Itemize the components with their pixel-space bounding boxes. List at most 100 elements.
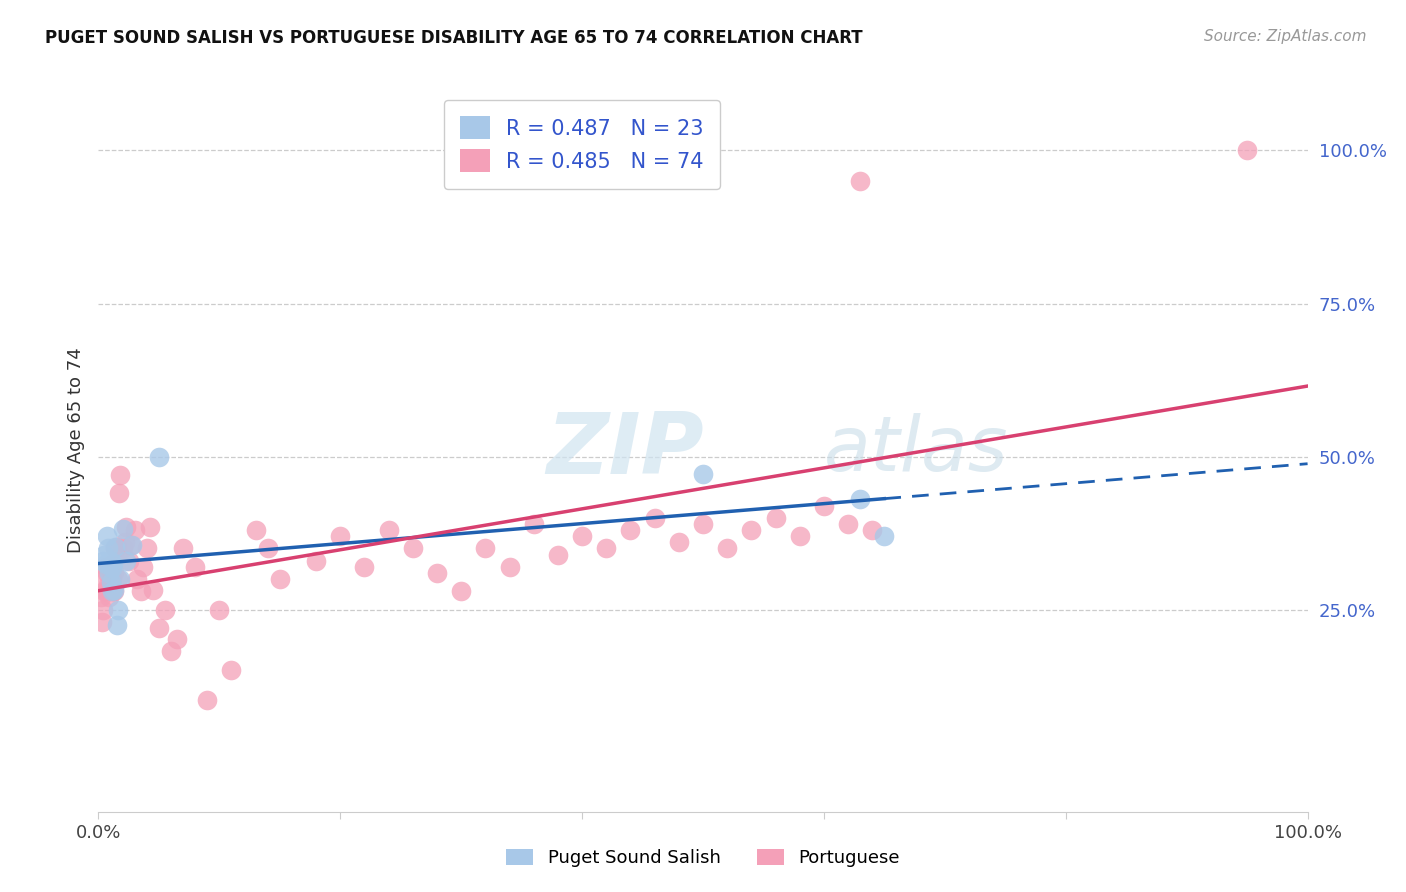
Point xyxy=(644,511,666,525)
Point xyxy=(103,565,125,579)
Point xyxy=(94,584,117,599)
Point xyxy=(118,554,141,568)
Point xyxy=(740,523,762,537)
Point xyxy=(96,529,118,543)
Point xyxy=(132,559,155,574)
Point xyxy=(93,584,115,599)
Point xyxy=(692,467,714,481)
Legend: Puget Sound Salish, Portuguese: Puget Sound Salish, Portuguese xyxy=(499,841,907,874)
Point xyxy=(111,541,134,556)
Point xyxy=(114,535,136,549)
Point xyxy=(160,644,183,658)
Point xyxy=(104,540,127,554)
Point xyxy=(101,584,124,599)
Point xyxy=(523,516,546,531)
Point xyxy=(91,554,114,568)
Point xyxy=(100,559,122,574)
Point xyxy=(121,538,143,552)
Point xyxy=(100,572,122,586)
Point xyxy=(450,584,472,599)
Point xyxy=(94,557,117,571)
Point xyxy=(860,523,883,537)
Point xyxy=(184,559,207,574)
Point xyxy=(668,535,690,549)
Point xyxy=(98,591,121,605)
Point xyxy=(595,541,617,556)
Point xyxy=(100,581,122,595)
Point xyxy=(377,523,399,537)
Point xyxy=(98,559,121,574)
Point xyxy=(115,554,138,568)
Point xyxy=(153,602,176,616)
Point xyxy=(329,529,352,543)
Point xyxy=(619,523,641,537)
Point xyxy=(93,572,115,586)
Point xyxy=(716,541,738,556)
Point xyxy=(96,566,118,580)
Point xyxy=(789,529,811,543)
Point xyxy=(498,559,520,574)
Point xyxy=(692,516,714,531)
Point xyxy=(94,559,117,574)
Point xyxy=(108,572,131,586)
Point xyxy=(256,541,278,556)
Text: atlas: atlas xyxy=(824,414,1008,487)
Point xyxy=(111,522,134,536)
Point xyxy=(148,621,170,635)
Point xyxy=(100,584,122,599)
Point xyxy=(148,450,170,464)
Point xyxy=(127,572,149,586)
Point xyxy=(115,520,138,534)
Point xyxy=(221,663,243,677)
Point xyxy=(105,540,128,554)
Point xyxy=(98,566,121,580)
Point xyxy=(873,529,896,543)
Point xyxy=(353,559,375,574)
Text: ZIP: ZIP xyxy=(546,409,703,492)
Point xyxy=(474,541,496,556)
Point xyxy=(142,583,165,598)
Point xyxy=(172,541,194,556)
Point xyxy=(1236,144,1258,158)
Point xyxy=(108,467,131,482)
Point xyxy=(103,583,125,598)
Point xyxy=(100,561,122,575)
Point xyxy=(101,557,124,571)
Point xyxy=(97,578,120,592)
Point xyxy=(105,618,128,632)
Point xyxy=(269,572,291,586)
Point xyxy=(124,523,146,537)
Point xyxy=(402,541,425,556)
Point xyxy=(765,511,787,525)
Point xyxy=(166,632,188,646)
Point xyxy=(849,174,872,188)
Point xyxy=(849,492,872,507)
Point xyxy=(129,584,152,599)
Point xyxy=(107,602,129,616)
Point xyxy=(120,538,142,552)
Text: Source: ZipAtlas.com: Source: ZipAtlas.com xyxy=(1204,29,1367,44)
Point xyxy=(426,566,449,580)
Point xyxy=(135,541,157,556)
Point xyxy=(100,575,122,590)
Point xyxy=(100,554,122,568)
Point xyxy=(91,615,114,629)
Point xyxy=(571,529,593,543)
Point xyxy=(103,584,125,599)
Point xyxy=(208,602,231,616)
Point xyxy=(97,541,120,556)
Point xyxy=(245,523,267,537)
Point xyxy=(139,520,162,534)
Point xyxy=(195,693,218,707)
Point xyxy=(100,557,122,571)
Legend: R = 0.487   N = 23, R = 0.485   N = 74: R = 0.487 N = 23, R = 0.485 N = 74 xyxy=(444,100,720,189)
Point xyxy=(547,548,569,562)
Point xyxy=(93,548,115,562)
Point xyxy=(107,572,129,586)
Point xyxy=(108,486,131,500)
Point xyxy=(90,591,112,605)
Point xyxy=(305,554,328,568)
Point xyxy=(104,541,127,556)
Point xyxy=(97,584,120,599)
Y-axis label: Disability Age 65 to 74: Disability Age 65 to 74 xyxy=(66,348,84,553)
